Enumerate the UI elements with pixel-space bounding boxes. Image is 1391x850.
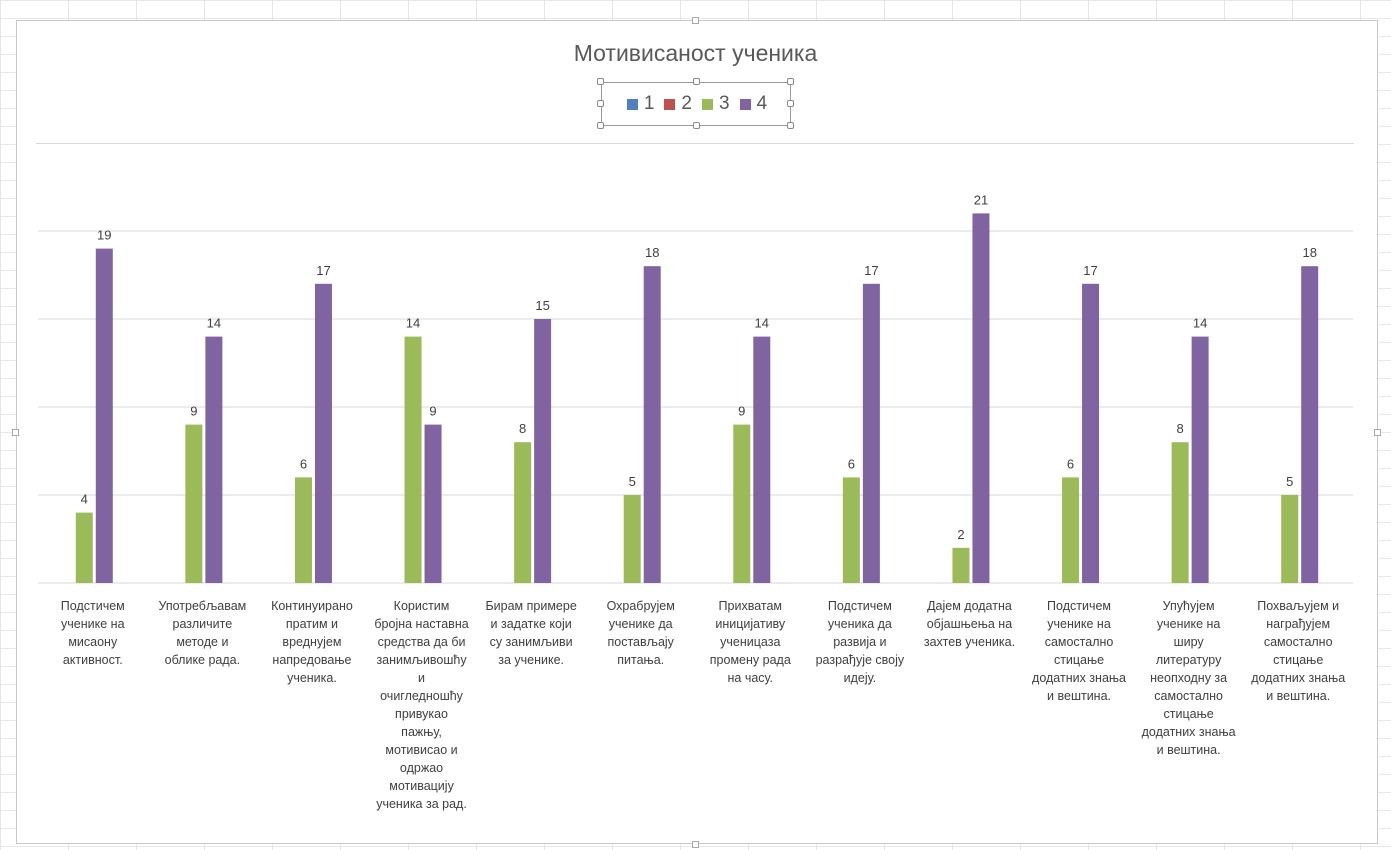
- data-label: 19: [97, 228, 111, 243]
- legend-resize-handle[interactable]: [597, 78, 604, 85]
- data-label: 17: [864, 263, 878, 278]
- data-label: 9: [429, 404, 436, 419]
- category-label: Охрабрујем ученике да постављају питања.: [606, 599, 675, 667]
- bar-series-4[interactable]: [1301, 266, 1319, 583]
- legend-swatch: [626, 98, 638, 110]
- data-label: 14: [406, 316, 420, 331]
- data-label: 21: [974, 192, 988, 207]
- category-label: Бирам примере и задатке који су занимљив…: [485, 599, 577, 667]
- legend-swatch: [702, 98, 713, 110]
- data-label: 5: [1286, 474, 1293, 489]
- data-label: 14: [1193, 316, 1207, 331]
- bar-series-3[interactable]: [623, 495, 641, 583]
- data-label: 14: [207, 316, 221, 331]
- data-label: 8: [519, 421, 526, 436]
- bar-series-4[interactable]: [1082, 283, 1100, 583]
- category-label: Упућујем ученике на ширу литературу неоп…: [1141, 599, 1236, 757]
- chart-resize-handle[interactable]: [12, 429, 19, 436]
- legend-resize-handle[interactable]: [597, 122, 604, 129]
- bar-series-3[interactable]: [294, 477, 312, 583]
- bar-series-4[interactable]: [205, 336, 223, 583]
- legend-resize-handle[interactable]: [787, 122, 794, 129]
- category-label: Подстичем ученике на мисаону активност.: [60, 599, 125, 667]
- category-label: Подстичем ученике на самостално стицање …: [1032, 599, 1127, 703]
- legend-entry[interactable]: 3: [702, 93, 730, 115]
- bar-series-3[interactable]: [842, 477, 860, 583]
- category-label: Користим бројна наставна средства да би …: [374, 599, 469, 811]
- legend[interactable]: 1 2 3 4: [603, 91, 791, 117]
- data-label: 2: [957, 527, 964, 542]
- legend-label: 1: [643, 93, 655, 114]
- title-separator: [36, 143, 1354, 144]
- legend-resize-handle[interactable]: [597, 100, 604, 107]
- bar-series-3[interactable]: [1281, 495, 1299, 583]
- data-label: 15: [535, 298, 549, 313]
- chart-resize-handle[interactable]: [692, 841, 699, 848]
- data-label: 9: [190, 404, 197, 419]
- bar-series-4[interactable]: [424, 424, 442, 583]
- legend-swatch: [664, 98, 676, 110]
- category-label: Континуирано пратим и вреднујем напредов…: [271, 599, 353, 685]
- data-label: 17: [1083, 263, 1097, 278]
- bar-series-3[interactable]: [404, 336, 422, 583]
- bar-series-3[interactable]: [1171, 442, 1189, 583]
- bar-series-4[interactable]: [95, 248, 113, 583]
- legend-resize-handle[interactable]: [693, 122, 700, 129]
- legend-label: 4: [756, 93, 768, 114]
- bar-series-4[interactable]: [643, 266, 661, 583]
- data-label: 18: [1302, 245, 1316, 260]
- data-label: 6: [848, 456, 855, 471]
- legend-resize-handle[interactable]: [693, 78, 700, 85]
- data-label: 17: [316, 263, 330, 278]
- chart-resize-handle[interactable]: [1374, 429, 1381, 436]
- bar-series-4[interactable]: [1191, 336, 1209, 583]
- data-label: 8: [1177, 421, 1184, 436]
- bar-series-3[interactable]: [952, 547, 970, 583]
- category-label: Употребљавам различите методе и облике р…: [158, 599, 247, 667]
- data-label: 18: [645, 245, 659, 260]
- bar-series-3[interactable]: [1062, 477, 1080, 583]
- category-label: Прихватам иницијативу ученицаза промену …: [709, 599, 791, 685]
- bar-series-4[interactable]: [862, 283, 880, 583]
- data-label: 4: [81, 492, 88, 507]
- data-label: 5: [629, 474, 636, 489]
- bar-series-3[interactable]: [733, 424, 751, 583]
- legend-resize-handle[interactable]: [787, 100, 794, 107]
- data-label: 14: [755, 316, 769, 331]
- category-label: Дајем додатна објашњења на захтев ученик…: [923, 599, 1016, 649]
- bar-series-4[interactable]: [314, 283, 332, 583]
- legend-entry[interactable]: 1: [626, 93, 655, 115]
- legend-label: 2: [681, 93, 692, 114]
- bar-series-3[interactable]: [185, 424, 203, 583]
- data-label: 6: [300, 456, 307, 471]
- bar-series-4[interactable]: [972, 213, 990, 583]
- data-label: 6: [1067, 456, 1074, 471]
- bar-series-4[interactable]: [753, 336, 771, 583]
- chart-title[interactable]: Мотивисаност ученика: [573, 40, 818, 66]
- bar-series-3[interactable]: [514, 442, 532, 583]
- category-label: Подстичем ученика да развија и разрађује…: [815, 599, 905, 685]
- legend-entry[interactable]: 2: [664, 93, 692, 115]
- category-label: Похваљујем и награђујем самостално стица…: [1251, 599, 1346, 703]
- bar-series-4[interactable]: [534, 319, 552, 583]
- chart-area[interactable]: [16, 20, 1378, 844]
- legend-swatch: [739, 98, 751, 110]
- data-label: 9: [738, 404, 745, 419]
- legend-entry[interactable]: 4: [739, 93, 768, 115]
- legend-resize-handle[interactable]: [787, 78, 794, 85]
- legend-label: 3: [719, 93, 730, 114]
- chart-resize-handle[interactable]: [692, 17, 699, 24]
- bar-series-3[interactable]: [75, 512, 93, 583]
